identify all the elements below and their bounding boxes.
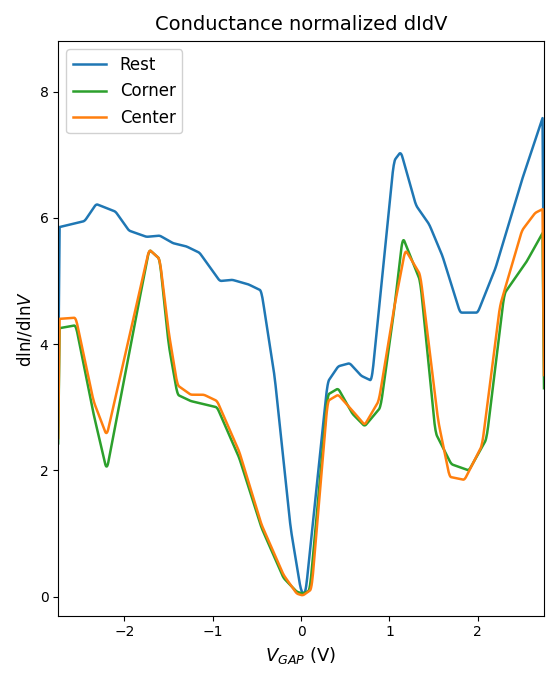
Line: Center: Center	[58, 209, 544, 595]
Corner	[443, 450, 449, 458]
Corner	[252, 502, 258, 510]
Corner	[105, 460, 111, 469]
Line: Rest: Rest	[58, 118, 544, 593]
Rest	[434, 240, 441, 248]
Center	[389, 315, 396, 323]
Center	[269, 545, 276, 553]
Center	[539, 205, 546, 213]
Center	[443, 457, 449, 465]
Corner	[55, 439, 61, 447]
Rest	[539, 114, 546, 122]
Corner	[389, 320, 396, 328]
Corner	[541, 384, 547, 392]
Rest	[269, 356, 276, 364]
Center	[299, 591, 306, 599]
Center	[541, 371, 547, 379]
Rest	[389, 172, 396, 180]
Center	[55, 434, 61, 442]
Corner	[539, 229, 546, 237]
Rest	[55, 381, 61, 390]
Center	[105, 427, 111, 435]
Corner	[434, 433, 441, 441]
Legend: Rest, Corner, Center: Rest, Corner, Center	[67, 50, 182, 133]
Line: Corner: Corner	[58, 233, 544, 593]
Center	[434, 411, 441, 419]
Rest	[105, 204, 111, 212]
Rest	[300, 589, 307, 597]
Title: Conductance normalized dIdV: Conductance normalized dIdV	[155, 15, 447, 34]
Corner	[299, 589, 306, 597]
Y-axis label: dln$I$/dln$V$: dln$I$/dln$V$	[15, 290, 34, 366]
X-axis label: $V_{GAP}$ (V): $V_{GAP}$ (V)	[266, 645, 337, 666]
Corner	[269, 548, 276, 556]
Rest	[541, 318, 547, 326]
Rest	[443, 264, 449, 272]
Rest	[252, 283, 258, 291]
Center	[252, 498, 258, 506]
